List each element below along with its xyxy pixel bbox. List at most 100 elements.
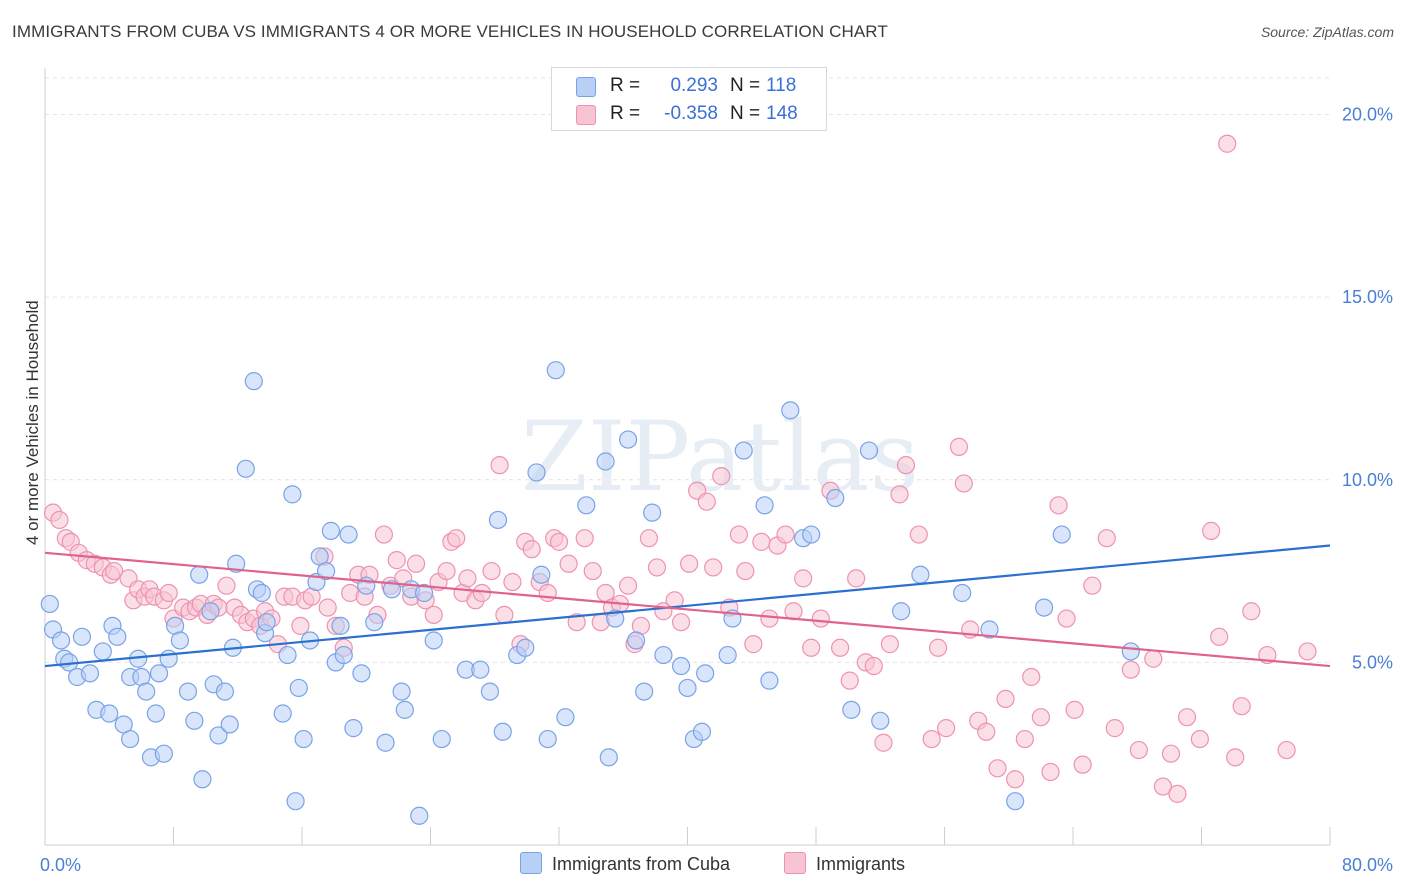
point-immigrants <box>1242 602 1261 621</box>
point-cuba <box>294 729 313 749</box>
point-immigrants <box>954 474 973 493</box>
point-cuba <box>410 806 429 825</box>
point-cuba <box>734 441 753 460</box>
point-cuba <box>365 613 384 632</box>
point-immigrants <box>639 529 659 548</box>
point-cuba <box>546 361 565 380</box>
legend-n-value: 148 <box>766 103 798 124</box>
point-cuba <box>252 583 271 603</box>
point-cuba <box>121 729 140 749</box>
point-immigrants <box>567 613 586 632</box>
point-cuba <box>289 678 308 698</box>
legend-row-immigrants: R = -0.358 N = 148 <box>552 100 826 128</box>
legend-n-value: 118 <box>766 75 797 96</box>
point-cuba <box>718 645 737 665</box>
bottom-legend-label-cuba: Immigrants from Cuba <box>552 854 731 874</box>
point-cuba <box>316 561 336 581</box>
point-immigrants <box>896 456 916 475</box>
point-cuba <box>376 733 395 752</box>
point-cuba <box>826 488 845 508</box>
point-immigrants <box>559 554 578 573</box>
point-cuba <box>108 627 127 646</box>
point-immigrants <box>704 558 723 577</box>
point-immigrants <box>1015 729 1034 749</box>
point-immigrants <box>472 583 491 603</box>
point-immigrants <box>680 554 699 573</box>
point-immigrants <box>1277 740 1296 760</box>
point-immigrants <box>736 561 755 581</box>
point-immigrants <box>794 569 813 588</box>
point-cuba <box>201 602 220 621</box>
point-cuba <box>244 372 263 391</box>
point-cuba <box>190 565 209 584</box>
point-immigrants <box>1210 627 1229 646</box>
point-cuba <box>480 682 500 701</box>
point-cuba <box>781 401 800 420</box>
y-tick-label: 15.0% <box>1342 287 1393 307</box>
point-immigrants <box>671 613 691 632</box>
point-cuba <box>93 642 112 661</box>
legend-swatch-cuba <box>576 77 596 97</box>
trend-line-immigrants <box>44 551 1331 668</box>
point-cuba <box>577 496 596 515</box>
point-cuba <box>414 583 434 603</box>
point-immigrants <box>996 689 1015 709</box>
point-immigrants <box>1049 496 1068 515</box>
point-immigrants <box>1177 708 1197 727</box>
point-cuba <box>193 770 212 789</box>
point-immigrants <box>830 638 850 657</box>
point-immigrants <box>712 467 731 486</box>
point-cuba <box>339 525 358 544</box>
point-cuba <box>635 682 654 701</box>
legend-r-label: R = <box>610 75 641 96</box>
point-cuba <box>51 631 71 650</box>
legend-n-label: N = <box>730 103 761 124</box>
point-cuba <box>953 583 972 603</box>
point-cuba <box>596 452 615 471</box>
point-cuba <box>626 631 646 650</box>
point-immigrants <box>1298 642 1317 661</box>
point-cuba <box>980 620 999 639</box>
legend-row-cuba: R = 0.293 N = 118 <box>552 72 826 100</box>
point-immigrants <box>549 532 569 551</box>
point-immigrants <box>50 510 69 530</box>
point-immigrants <box>1161 744 1181 763</box>
point-immigrants <box>618 576 638 595</box>
series-cuba-points <box>40 361 1140 825</box>
point-cuba <box>257 613 276 632</box>
y-tick-label: 5.0% <box>1352 652 1393 672</box>
point-immigrants <box>1153 777 1173 796</box>
point-immigrants <box>447 529 466 548</box>
point-cuba <box>692 722 712 741</box>
point-cuba <box>1121 642 1140 661</box>
point-immigrants <box>729 525 749 544</box>
bottom-legend-immigrants: Immigrants <box>784 852 905 875</box>
point-cuba <box>892 602 911 621</box>
point-cuba <box>283 485 302 504</box>
point-immigrants <box>1168 784 1187 803</box>
point-immigrants <box>1144 649 1163 668</box>
point-cuba <box>532 565 551 584</box>
point-immigrants <box>1202 521 1221 540</box>
point-immigrants <box>1121 660 1140 679</box>
point-cuba <box>1034 598 1054 617</box>
point-cuba <box>432 729 451 749</box>
point-cuba <box>382 580 402 599</box>
point-immigrants <box>575 529 594 548</box>
point-cuba <box>755 496 774 515</box>
point-immigrants <box>1057 609 1076 628</box>
point-cuba <box>154 744 173 763</box>
point-cuba <box>871 711 890 730</box>
point-cuba <box>842 700 861 719</box>
y-axis-label: 4 or more Vehicles in Household <box>23 300 42 545</box>
point-immigrants <box>1041 762 1060 782</box>
point-immigrants <box>928 638 948 657</box>
point-immigrants <box>776 525 795 544</box>
point-immigrants <box>495 605 514 625</box>
point-cuba <box>273 704 292 723</box>
point-cuba <box>678 678 697 698</box>
point-immigrants <box>318 598 337 617</box>
bottom-legend-label-immigrants: Immigrants <box>816 854 906 874</box>
point-immigrants <box>482 561 501 581</box>
chart-title: IMMIGRANTS FROM CUBA VS IMMIGRANTS 4 OR … <box>12 22 888 41</box>
